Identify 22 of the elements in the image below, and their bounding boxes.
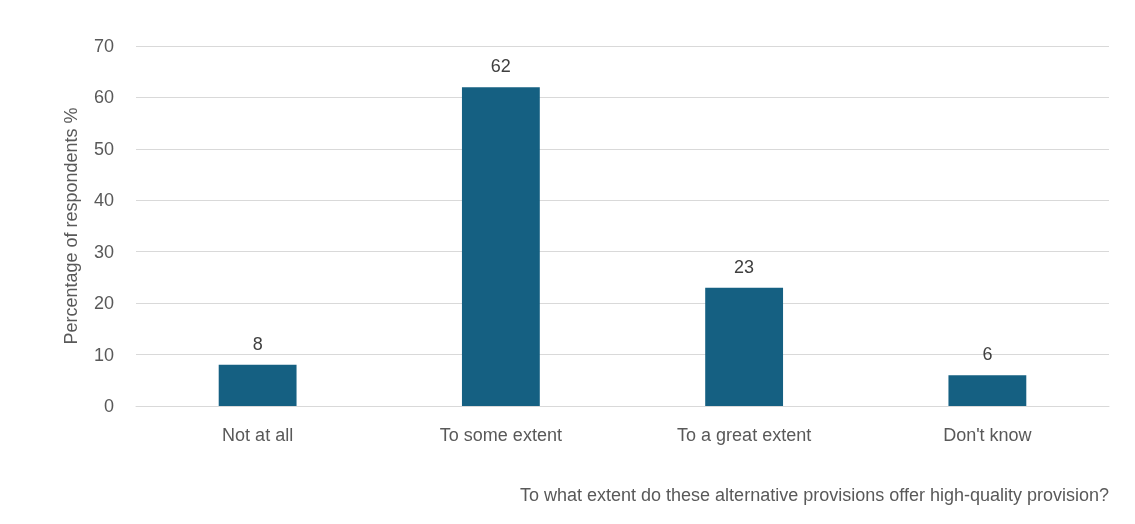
y-tick-label: 20 bbox=[93, 293, 114, 314]
y-tick-label: 70 bbox=[93, 36, 114, 56]
y-tick-label: 40 bbox=[93, 190, 114, 211]
y-tick-label: 10 bbox=[93, 344, 114, 365]
data-label: 8 bbox=[252, 333, 263, 354]
x-axis-title: To what extent do these alternative provisions offer high-quality provision? bbox=[519, 485, 1109, 505]
data-label: 6 bbox=[982, 344, 993, 365]
data-label: 23 bbox=[734, 256, 755, 277]
bar bbox=[705, 287, 784, 406]
y-tick-label: 50 bbox=[93, 138, 114, 159]
y-tick-label: 60 bbox=[93, 87, 114, 108]
x-tick-label: Not at all bbox=[222, 425, 294, 445]
y-tick-label: 30 bbox=[93, 241, 114, 262]
data-label: 62 bbox=[490, 56, 511, 77]
bar bbox=[948, 375, 1027, 406]
y-tick-label: 0 bbox=[103, 396, 114, 416]
y-axis-title: Percentage of respondents % bbox=[61, 107, 81, 345]
x-tick-label: To some extent bbox=[439, 425, 562, 445]
bar bbox=[461, 87, 540, 406]
bar bbox=[218, 364, 297, 406]
x-tick-label: Don't know bbox=[943, 425, 1033, 445]
x-tick-label: To a great extent bbox=[677, 425, 812, 445]
